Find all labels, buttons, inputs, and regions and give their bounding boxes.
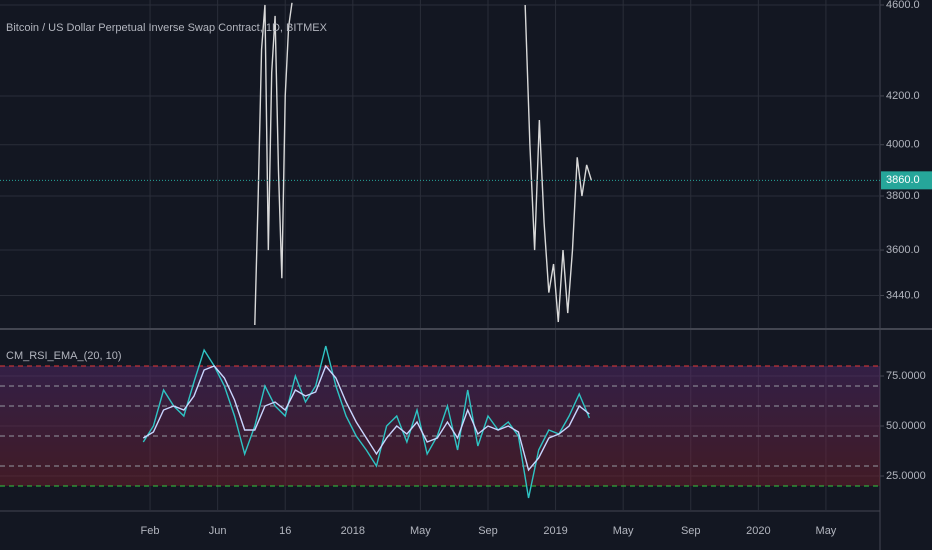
x-tick-label: Jun xyxy=(209,525,227,537)
pane xyxy=(0,330,880,510)
plot-layer: 3440.0 3600.0 3800.0 4000.0 4200.0 4600.0 3860… xyxy=(0,0,932,537)
chart-title: Bitcoin / US Dollar Perpetual Inverse Sw… xyxy=(6,22,328,34)
y-tick-label: 4600.0 xyxy=(886,0,920,11)
x-tick-label: 2018 xyxy=(341,525,365,537)
x-tick-label: Sep xyxy=(681,525,701,537)
x-tick-label: May xyxy=(613,525,634,537)
x-tick-label: 16 xyxy=(279,525,291,537)
x-tick-label: Sep xyxy=(478,525,498,537)
y-tick-label: 4200.0 xyxy=(886,90,920,102)
y-tick-label: 75.0000 xyxy=(886,370,926,382)
y-tick-label: 4000.0 xyxy=(886,139,920,151)
last-price-label: 3860.0 xyxy=(886,174,920,186)
pane xyxy=(0,0,880,328)
series-line xyxy=(142,364,590,472)
x-tick-label: Feb xyxy=(141,525,160,537)
x-tick-label: 2019 xyxy=(543,525,567,537)
y-tick-label: 3800.0 xyxy=(886,190,920,202)
series-line xyxy=(254,2,593,326)
y-tick-label: 25.0000 xyxy=(886,470,926,482)
series-line xyxy=(142,345,591,499)
y-tick-label: 3600.0 xyxy=(886,244,920,256)
x-tick-label: May xyxy=(410,525,431,537)
y-tick-label: 50.0000 xyxy=(886,420,926,432)
indicator-title: CM_RSI_EMA_(20, 10) xyxy=(6,350,122,362)
last-price-box xyxy=(881,171,932,190)
x-tick-label: May xyxy=(816,525,837,537)
x-tick-label: 2020 xyxy=(746,525,770,537)
y-tick-label: 3440.0 xyxy=(886,289,920,301)
